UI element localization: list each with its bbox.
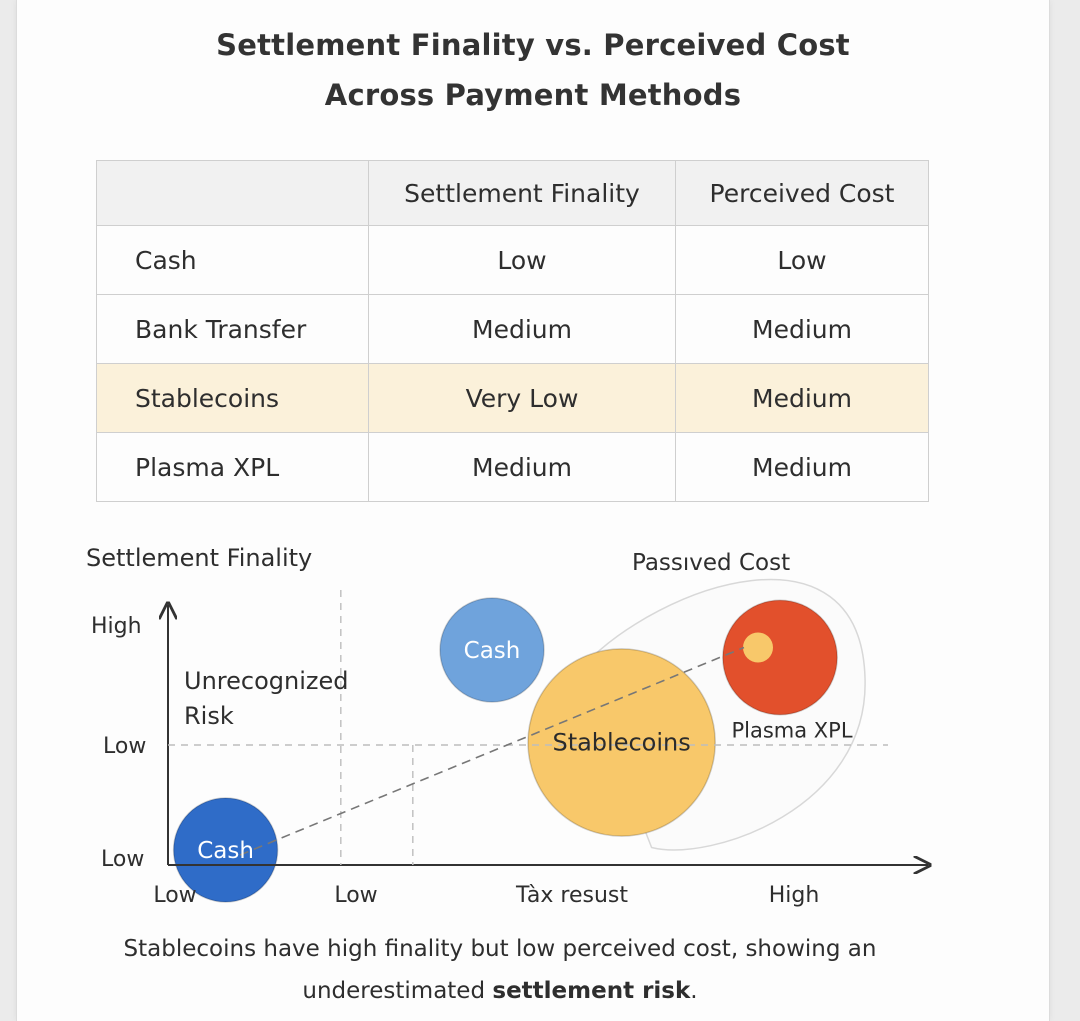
table-cell-method: Cash [96,225,369,295]
bubble-label: Plasma XPL [731,719,852,743]
y-axis-title: Settlement Finality [86,544,312,572]
table-cell-finality: Medium [368,294,676,364]
bubble-cash [439,597,545,703]
comparison-table: Settlement Finality Perceived Cost Cash … [96,160,929,502]
x-tick-label: Low [153,883,196,908]
chart-title-line-1: Settlement Finality vs. Perceived Cost [216,28,850,62]
table-cell-finality: Very Low [368,363,676,433]
table-header-cost: Perceived Cost [675,160,929,226]
x-tick-label: Tàx resust [515,883,628,908]
bubble-stablecoins [527,648,716,837]
bubble-label: Cash [464,638,521,664]
bubble-label: Cash [197,838,254,864]
x-tick-label: Low [334,883,377,908]
quadrant-label-line-2: Risk [184,702,234,730]
caption-text: Stablecoins have high finality but low p… [123,936,877,1004]
y-tick-label: Low [103,734,146,759]
table-row: Bank Transfer Medium Medium [96,294,929,364]
table-cell-cost: Medium [675,363,929,433]
bubble-label: Stablecoins [552,729,690,757]
table-row: Cash Low Low [96,225,929,295]
bubble-cash [172,797,279,903]
table-cell-cost: Low [675,225,929,295]
table-header-row: Settlement Finality Perceived Cost [96,160,929,226]
y-tick-label: High [91,614,142,639]
x-tick-label: High [769,883,820,908]
plasma-highlight-dot [743,632,773,663]
table-cell-method: Stablecoins [96,363,369,433]
y-tick-label: Low [101,847,144,872]
caption-emphasis: settlement risk [492,978,691,1004]
caption-end: . [690,978,698,1004]
table-header-finality: Settlement Finality [368,160,676,226]
bubble-plasma-xpl [722,599,838,716]
chart-caption: Stablecoins have high finality but low p… [60,928,940,1012]
table-cell-cost: Medium [675,432,929,502]
quadrant-label-line-1: Unrecognized [184,667,348,695]
trend-line [239,646,745,856]
table-row-highlighted: Stablecoins Very Low Medium [96,363,929,433]
table-row: Plasma XPL Medium Medium [96,432,929,502]
table-cell-method: Plasma XPL [96,432,369,502]
table-cell-finality: Medium [368,432,676,502]
table-cell-cost: Medium [675,294,929,364]
chart-title-line-2: Across Payment Methods [324,78,742,112]
trend-line-label: Passıved Cost [632,550,790,576]
